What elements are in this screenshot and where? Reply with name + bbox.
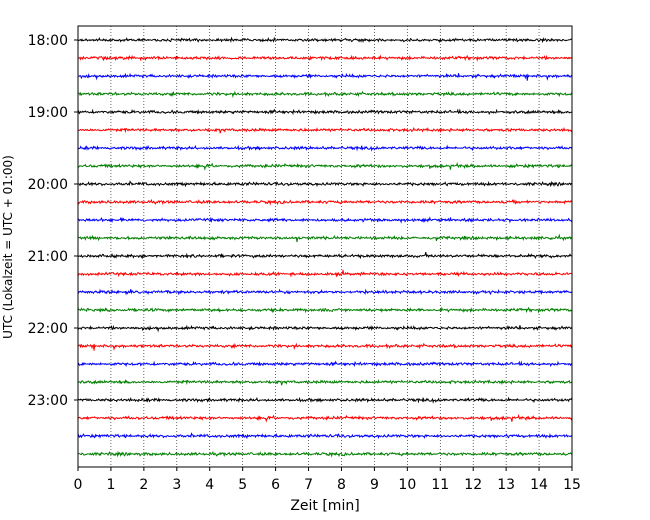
y-tick-label-0: 18:00 — [28, 33, 68, 49]
x-tick-label-6: 6 — [271, 477, 280, 493]
trace-20 — [77, 396, 573, 404]
y-tick-label-2: 20:00 — [28, 177, 68, 193]
trace-22 — [77, 432, 573, 440]
x-tick-label-10: 10 — [398, 477, 416, 493]
x-axis-ticks: 0 1 2 3 4 5 6 7 8 9 10 11 12 13 14 15 — [74, 467, 581, 493]
trace-3 — [77, 90, 573, 99]
x-tick-label-11: 11 — [431, 477, 449, 493]
trace-5 — [77, 126, 573, 134]
x-tick-label-0: 0 — [74, 477, 83, 493]
y-axis-ticks: 18:00 19:00 20:00 21:00 22:00 23:00 — [28, 33, 78, 409]
y-tick-label-4: 22:00 — [28, 321, 68, 337]
trace-7 — [77, 162, 573, 171]
plot-frame — [77, 25, 573, 468]
x-tick-label-13: 13 — [497, 477, 515, 493]
trace-14 — [77, 288, 573, 296]
x-tick-label-3: 3 — [172, 477, 181, 493]
trace-23 — [77, 450, 573, 458]
trace-2 — [77, 72, 573, 81]
x-tick-label-14: 14 — [530, 477, 548, 493]
y-axis-label: UTC (Lokalzeit = UTC + 01:00) — [1, 155, 15, 339]
trace-19 — [77, 378, 573, 386]
trace-11 — [77, 233, 573, 243]
trace-12 — [77, 252, 573, 260]
trace-8 — [77, 180, 573, 188]
trace-9 — [77, 198, 573, 206]
x-tick-label-2: 2 — [139, 477, 148, 493]
x-tick-label-15: 15 — [563, 477, 581, 493]
x-tick-label-5: 5 — [238, 477, 247, 493]
trace-group — [77, 36, 573, 458]
y-tick-label-1: 19:00 — [28, 105, 68, 121]
trace-10 — [77, 216, 573, 224]
x-tick-label-1: 1 — [106, 477, 115, 493]
trace-13 — [77, 269, 573, 278]
trace-21 — [77, 413, 573, 423]
trace-1 — [77, 54, 573, 62]
trace-17 — [77, 342, 573, 351]
trace-4 — [77, 108, 573, 116]
trace-15 — [77, 306, 573, 314]
x-tick-label-8: 8 — [337, 477, 346, 493]
plot-background — [78, 26, 572, 467]
x-tick-label-4: 4 — [205, 477, 214, 493]
x-tick-label-12: 12 — [464, 477, 482, 493]
x-axis-label: Zeit [min] — [290, 498, 359, 514]
x-tick-label-9: 9 — [370, 477, 379, 493]
trace-6 — [77, 144, 573, 152]
y-tick-label-3: 21:00 — [28, 249, 68, 265]
trace-16 — [77, 324, 573, 333]
trace-0 — [77, 36, 573, 44]
y-tick-label-5: 23:00 — [28, 393, 68, 409]
trace-18 — [77, 360, 573, 368]
x-tick-label-7: 7 — [304, 477, 313, 493]
